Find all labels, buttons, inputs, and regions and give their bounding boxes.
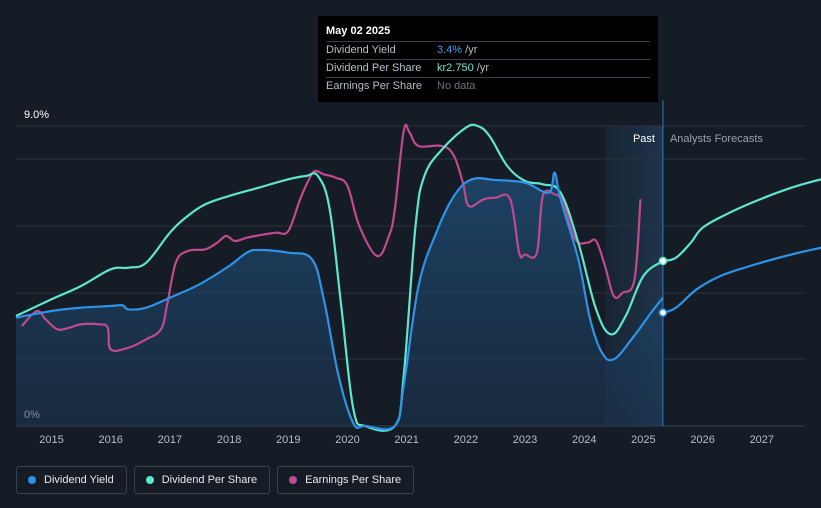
dividend-per-share-forecast-line [662, 178, 821, 263]
legend-dot-icon [289, 476, 298, 484]
x-tick-label: 2021 [394, 434, 418, 446]
region-label-forecast: Analysts Forecasts [670, 133, 763, 145]
tooltip-row-dividend-per-share: Dividend Per Share kr2.750 /yr [326, 59, 650, 77]
x-tick-label: 2027 [750, 434, 774, 446]
tooltip-date: May 02 2025 [326, 25, 391, 37]
x-tick-label: 2016 [98, 434, 122, 446]
x-tick-label: 2017 [158, 434, 182, 446]
hover-tooltip: May 02 2025 Dividend Yield 3.4% /yr Divi… [318, 16, 658, 102]
y-axis-top-label: 9.0% [24, 109, 49, 121]
x-tick-label: 2018 [217, 434, 241, 446]
dividend-yield-forecast-line [662, 246, 821, 314]
x-tick-label: 2024 [572, 434, 596, 446]
dividend-chart: 9.0%0%2015201620172018201920202021202220… [15, 100, 821, 446]
dividend-yield-area [16, 172, 663, 430]
x-tick-label: 2015 [39, 434, 63, 446]
tooltip-label: Dividend Per Share [326, 62, 422, 74]
legend-earnings-per-share[interactable]: Earnings Per Share [277, 466, 415, 494]
tooltip-value: kr2.750 [437, 62, 474, 74]
tooltip-unit: /yr [473, 62, 489, 74]
dividend-per-share-marker [658, 256, 668, 266]
x-tick-label: 2020 [335, 434, 359, 446]
legend-dividend-yield[interactable]: Dividend Yield [16, 466, 127, 494]
dividend-yield-line [15, 171, 664, 431]
legend-label: Dividend Yield [44, 474, 114, 486]
x-tick-label: 2023 [513, 434, 537, 446]
tooltip-value: 3.4% [437, 44, 463, 56]
x-tick-label: 2022 [454, 434, 478, 446]
x-tick-label: 2025 [631, 434, 655, 446]
legend-dividend-per-share[interactable]: Dividend Per Share [133, 466, 271, 494]
tooltip-unit: /yr [462, 44, 478, 56]
legend-label: Earnings Per Share [305, 474, 402, 486]
tooltip-label: Earnings Per Share [326, 80, 422, 92]
dividend-per-share-line [15, 123, 664, 432]
region-label-past: Past [633, 133, 655, 145]
legend-dot-icon [28, 476, 36, 484]
tooltip-value: No data [437, 80, 476, 92]
legend-label: Dividend Per Share [161, 474, 258, 486]
tooltip-label: Dividend Yield [326, 44, 396, 56]
earnings-per-share-line [21, 123, 642, 352]
tooltip-row-earnings-per-share: Earnings Per Share No data [326, 77, 650, 95]
chart-legend: Dividend Yield Dividend Per Share Earnin… [16, 466, 415, 494]
dividend-yield-marker [658, 308, 668, 317]
tooltip-row-dividend-yield: Dividend Yield 3.4% /yr [326, 41, 650, 59]
x-tick-label: 2026 [690, 434, 714, 446]
x-tick-label: 2019 [276, 434, 300, 446]
legend-dot-icon [145, 476, 154, 484]
